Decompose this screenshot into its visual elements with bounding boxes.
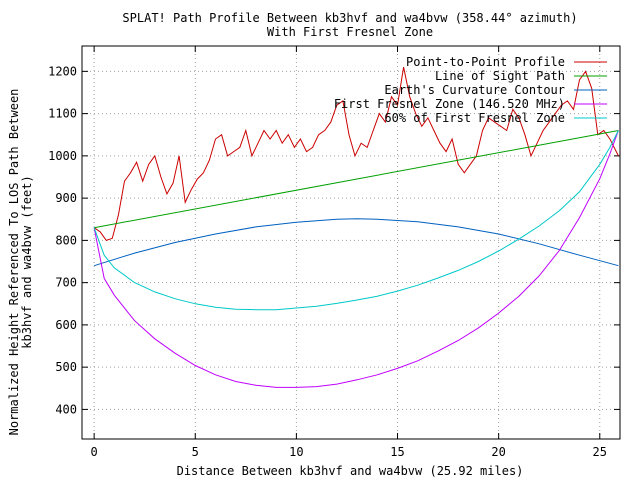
y-axis-label-line2: kb3hvf and wa4bvw (feet)	[20, 175, 34, 348]
y-tick-label: 600	[55, 318, 77, 332]
series-line-3	[93, 218, 619, 267]
y-tick-label: 1200	[48, 64, 77, 78]
x-axis-label: Distance Between kb3hvf and wa4bvw (25.9…	[177, 464, 524, 478]
series-line-4	[93, 130, 619, 388]
y-tick-label: 1000	[48, 149, 77, 163]
x-tick-label: 25	[593, 445, 607, 459]
chart-subtitle: With First Fresnel Zone	[267, 25, 433, 39]
legend-label: Earth's Curvature Contour	[384, 83, 565, 97]
grid-lines	[82, 46, 620, 439]
legend-label: Point-to-Point Profile	[406, 55, 565, 69]
legend-label: Line of Sight Path	[435, 69, 565, 83]
axis-ticks: 0 5 10 15 20 25 400 500 600 700 800 900 1000 1100 1200	[48, 46, 620, 459]
legend-label: 60% of First Fresnel Zone	[384, 111, 565, 125]
legend-label: First Fresnel Zone (146.520 MHz)	[334, 97, 565, 111]
series-line-1	[93, 66, 619, 241]
y-tick-label: 900	[55, 191, 77, 205]
x-tick-label: 5	[192, 445, 199, 459]
y-tick-label: 700	[55, 276, 77, 290]
y-tick-label: 800	[55, 233, 77, 247]
y-axis-label-line1: Normalized Height Referenced To LOS Path…	[7, 89, 21, 436]
series-line-2	[94, 130, 619, 229]
plot-area-border	[81, 45, 621, 440]
x-tick-label: 0	[91, 445, 98, 459]
y-tick-label: 1100	[48, 107, 77, 121]
x-tick-label: 15	[390, 445, 404, 459]
y-tick-label: 400	[55, 402, 77, 416]
series-layer	[93, 66, 619, 388]
x-tick-label: 20	[491, 445, 505, 459]
series-line-5	[93, 130, 619, 311]
y-tick-label: 500	[55, 360, 77, 374]
chart-title: SPLAT! Path Profile Between kb3hvf and w…	[122, 11, 577, 25]
x-tick-label: 10	[289, 445, 303, 459]
